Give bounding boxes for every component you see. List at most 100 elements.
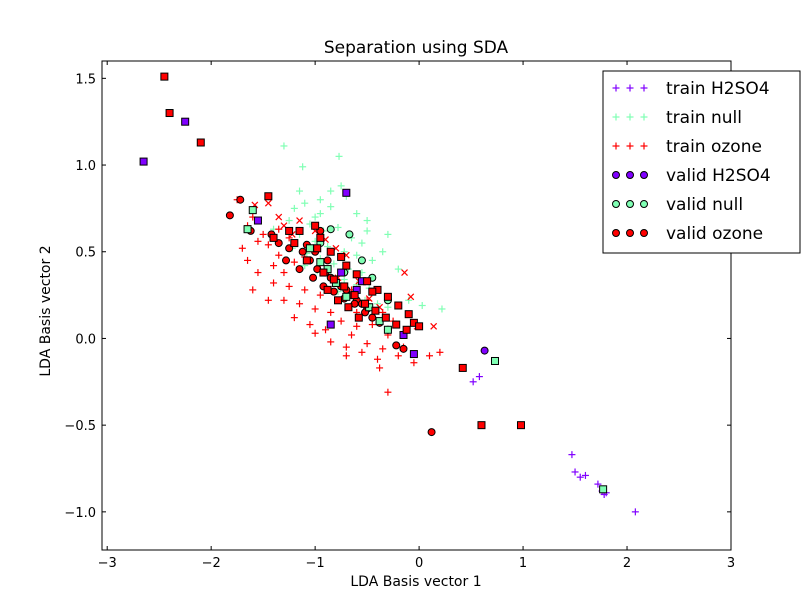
- point-valid-ozone-square: [311, 221, 320, 230]
- y-tick-label: 1.5: [75, 72, 96, 87]
- point-valid-ozone-square: [342, 261, 351, 270]
- point-valid-ozone-square: [458, 363, 467, 372]
- point-valid-ozone-square: [302, 256, 311, 265]
- point-train-ozone: [264, 296, 272, 304]
- point-valid-h2so4: [480, 346, 489, 355]
- point-train-null: [330, 260, 338, 268]
- legend-box: [602, 70, 801, 254]
- point-train-ozone: [368, 321, 376, 329]
- legend-marker-valid-ozone: [640, 229, 648, 237]
- point-train-null: [418, 302, 426, 309]
- point-valid-ozone-square: [392, 320, 401, 329]
- legend-marker-valid-h2so4: [640, 171, 648, 179]
- point-train-ozone: [259, 230, 267, 238]
- point-valid-null-square: [383, 325, 392, 334]
- point-train-ozone: [384, 388, 392, 396]
- point-train-null: [337, 182, 345, 190]
- point-train-h2so4: [469, 378, 477, 386]
- point-train-null: [394, 265, 402, 273]
- legend-marker-train-ozone: [612, 142, 620, 150]
- legend-marker-train-null: [640, 113, 648, 121]
- point-valid-ozone-square: [344, 303, 353, 312]
- point-valid-null: [326, 225, 335, 234]
- point-train-ozone: [275, 225, 283, 233]
- point-valid-ozone-square: [477, 421, 486, 430]
- point-train-ozone: [254, 237, 262, 245]
- point-valid-null-square: [316, 258, 325, 267]
- point-train-h2so4: [631, 508, 639, 516]
- x-tick-label: 3: [727, 556, 735, 571]
- point-valid-null-square: [243, 225, 252, 234]
- point-train-null: [353, 251, 361, 259]
- point-train-ozone: [290, 314, 298, 322]
- point-train-h2so4: [594, 480, 602, 488]
- legend-label: valid H2SO4: [666, 166, 771, 186]
- point-valid-ozone: [225, 211, 234, 220]
- y-tick-label: −1.0: [64, 506, 96, 521]
- point-train-ozone-x: [275, 213, 283, 221]
- point-valid-ozone-square: [340, 282, 349, 291]
- point-train-ozone: [238, 244, 246, 252]
- plot-frame: [101, 60, 732, 551]
- legend-marker-valid-h2so4: [626, 171, 634, 179]
- point-valid-ozone-square: [352, 270, 361, 279]
- legend-marker-train-ozone: [626, 142, 634, 150]
- point-train-null: [358, 239, 366, 247]
- point-train-ozone: [358, 348, 366, 356]
- point-valid-h2so4-square: [139, 157, 148, 166]
- point-train-null: [316, 196, 324, 204]
- point-valid-ozone-square: [295, 226, 304, 235]
- point-train-ozone: [316, 291, 324, 299]
- point-valid-h2so4-square: [326, 320, 335, 329]
- point-train-ozone: [270, 262, 278, 270]
- point-train-ozone: [376, 364, 384, 372]
- point-train-null: [334, 223, 342, 231]
- point-train-ozone: [436, 348, 444, 356]
- point-train-null: [353, 210, 361, 218]
- point-valid-null-square: [305, 244, 314, 253]
- point-valid-ozone: [236, 195, 245, 204]
- point-valid-h2so4-square: [181, 117, 190, 126]
- point-valid-ozone-square: [383, 292, 392, 301]
- point-train-null: [280, 142, 288, 150]
- point-valid-ozone: [282, 256, 291, 265]
- legend-label: train null: [666, 108, 742, 128]
- point-valid-h2so4-square: [409, 350, 418, 359]
- point-train-ozone: [244, 256, 252, 264]
- point-train-ozone: [270, 279, 278, 287]
- x-tick-label: 1: [519, 556, 527, 571]
- point-train-ozone: [290, 258, 298, 266]
- point-train-ozone: [322, 326, 330, 334]
- point-train-ozone: [280, 296, 288, 304]
- point-train-ozone: [285, 234, 293, 242]
- point-train-null: [335, 152, 343, 160]
- legend-label: train ozone: [666, 137, 762, 157]
- point-train-ozone-x: [407, 293, 415, 301]
- point-train-ozone-x: [264, 199, 272, 207]
- point-train-h2so4: [475, 373, 483, 381]
- point-train-ozone: [342, 352, 350, 360]
- axis-ticks: −3 −2 −1 0 1 2 3 −1.0 −0.5 0.0 0.5 1.0 1.5: [64, 61, 735, 571]
- point-valid-ozone-square: [326, 247, 335, 256]
- point-train-ozone: [275, 251, 283, 259]
- point-valid-ozone-square: [316, 233, 325, 242]
- point-train-ozone-x: [296, 217, 303, 224]
- legend-marker-train-h2so4: [640, 84, 648, 92]
- point-valid-null: [357, 256, 366, 265]
- point-train-ozone: [311, 329, 319, 337]
- point-train-null: [327, 203, 335, 211]
- point-train-null: [384, 303, 392, 311]
- point-valid-null-square: [599, 485, 608, 494]
- point-valid-null-square: [248, 206, 257, 215]
- x-tick-label: 2: [623, 556, 631, 571]
- legend: train H2SO4 train null train ozone valid H2…: [602, 70, 801, 254]
- point-valid-ozone-square: [319, 268, 328, 277]
- point-valid-ozone-square: [160, 72, 169, 81]
- point-train-ozone: [425, 352, 433, 360]
- point-train-ozone: [342, 343, 350, 351]
- point-train-null: [299, 163, 307, 171]
- point-train-null: [327, 187, 335, 195]
- point-train-ozone-x: [401, 269, 408, 276]
- x-tick-label: 0: [415, 556, 423, 571]
- legend-marker-valid-ozone: [612, 229, 620, 237]
